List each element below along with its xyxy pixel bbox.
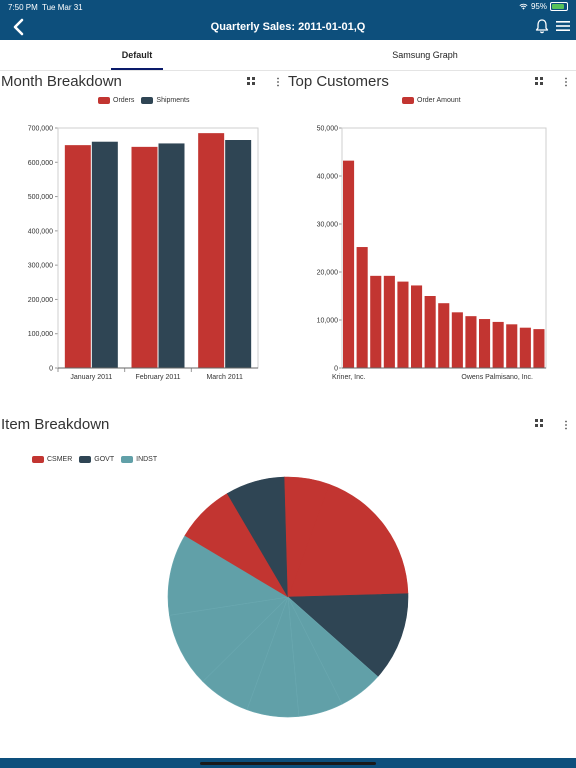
legend-label: Orders [113,97,135,104]
bar-order-amount[interactable] [438,303,450,368]
y-tick-label: 700,000 [28,126,53,133]
bar-order-amount[interactable] [451,312,463,368]
x-tick-label: Owens Palmisano, Inc. [461,374,533,381]
legend-label: GOVT [94,456,115,463]
legend-label: CSMER [47,456,73,463]
more-options-icon[interactable] [561,77,571,87]
x-tick-label: January 2011 [70,374,112,381]
y-tick-label: 0 [49,366,53,373]
y-tick-label: 0 [334,366,338,373]
bar-order-amount[interactable] [506,324,518,368]
y-tick-label: 40,000 [317,174,339,181]
bar-order-amount[interactable] [356,247,368,368]
legend-swatch [402,97,414,104]
legend-item-indst[interactable]: INDST [121,456,157,463]
bar-order-amount[interactable] [533,329,545,368]
pie-slice-indst[interactable] [169,596,289,682]
bell-icon[interactable] [534,18,550,34]
y-tick-label: 600,000 [28,160,53,167]
top-customers-chart: 0 10,000 20,000 30,000 40,000 50,000 Kriner, I… [317,126,547,381]
tab-samsung-graph[interactable]: Samsung Graph [392,50,458,60]
bar-orders[interactable] [131,146,158,368]
y-tick-label: 400,000 [28,228,53,235]
legend-label: Shipments [156,97,190,104]
y-tick-label: 100,000 [28,331,53,338]
expand-icon[interactable] [534,418,544,428]
hamburger-menu-icon[interactable] [556,20,570,32]
battery-percent: 95% [530,2,547,11]
legend-item-order-amount[interactable]: Order Amount [402,97,461,104]
legend-item-govt[interactable]: GOVT [79,456,114,463]
x-tick-label: Kriner, Inc. [332,374,366,381]
status-day: Tue Mar 31 [42,3,83,12]
expand-icon[interactable] [246,76,256,86]
wifi-icon [519,3,528,10]
legend-swatch [141,97,154,104]
bar-order-amount[interactable] [343,160,355,368]
home-indicator[interactable] [200,762,376,765]
y-tick-label: 50,000 [317,126,339,133]
status-time: 7:50 PM [8,3,38,12]
bar-order-amount[interactable] [424,296,436,368]
legend-swatch [121,456,134,463]
chevron-left-icon [13,18,24,36]
y-tick-label: 500,000 [28,194,53,201]
pie-slice-csmer[interactable] [287,483,409,598]
bar-shipments[interactable] [225,140,252,368]
back-button[interactable] [8,17,30,37]
bar-order-amount[interactable] [492,321,504,368]
bar-orders[interactable] [198,133,225,368]
legend-item-shipments[interactable]: Shipments [141,97,189,104]
month-legend: Orders Shipments [98,97,196,104]
app-header: 7:50 PM Tue Mar 31 95% Quarterly Sales: … [0,0,576,40]
more-options-icon[interactable] [273,77,283,87]
top-customers-title: Top Customers [288,73,389,90]
tab-default[interactable]: Default [111,40,163,70]
bar-order-amount[interactable] [519,327,531,368]
legend-swatch [98,97,110,104]
bar-shipments[interactable] [158,143,185,368]
bar-order-amount[interactable] [411,285,423,368]
month-breakdown-title: Month Breakdown [1,73,122,90]
bar-order-amount[interactable] [479,319,491,368]
item-breakdown-pie [167,476,409,718]
y-tick-label: 30,000 [317,222,339,229]
y-tick-label: 200,000 [28,297,53,304]
bar-shipments[interactable] [91,141,118,368]
y-tick-label: 10,000 [317,318,339,325]
item-breakdown-title: Item Breakdown [1,416,110,433]
legend-item-csmer[interactable]: CSMER [32,456,72,463]
customers-legend: Order Amount [402,97,468,104]
legend-swatch [79,456,92,463]
more-options-icon[interactable] [561,420,571,430]
legend-label: Order Amount [417,97,461,104]
bar-orders[interactable] [64,145,91,368]
item-legend: CSMER GOVT INDST [32,456,164,463]
legend-item-orders[interactable]: Orders [98,97,134,104]
pie-slice-csmer[interactable] [284,476,330,598]
month-breakdown-chart: 0 100,000 200,000 300,000 400,000 500,000 600,… [28,126,259,381]
bar-order-amount[interactable] [370,275,382,368]
x-tick-label: February 2011 [135,374,180,381]
expand-icon[interactable] [534,76,544,86]
y-tick-label: 20,000 [317,270,339,277]
legend-swatch [32,456,44,463]
pie-slice-indst[interactable] [167,535,289,616]
pie-slice-govt[interactable] [287,593,409,678]
bar-order-amount[interactable] [397,281,409,368]
battery-icon [550,2,568,11]
status-indicators: 95% [519,2,568,11]
legend-label: INDST [136,456,158,463]
bar-order-amount[interactable] [465,316,477,368]
page-title: Quarterly Sales: 2011-01-01,Q [210,21,366,33]
y-tick-label: 300,000 [28,263,53,270]
tab-bar: Default Samsung Graph [0,40,576,71]
bar-order-amount[interactable] [383,275,395,368]
x-tick-label: March 2011 [206,374,243,381]
